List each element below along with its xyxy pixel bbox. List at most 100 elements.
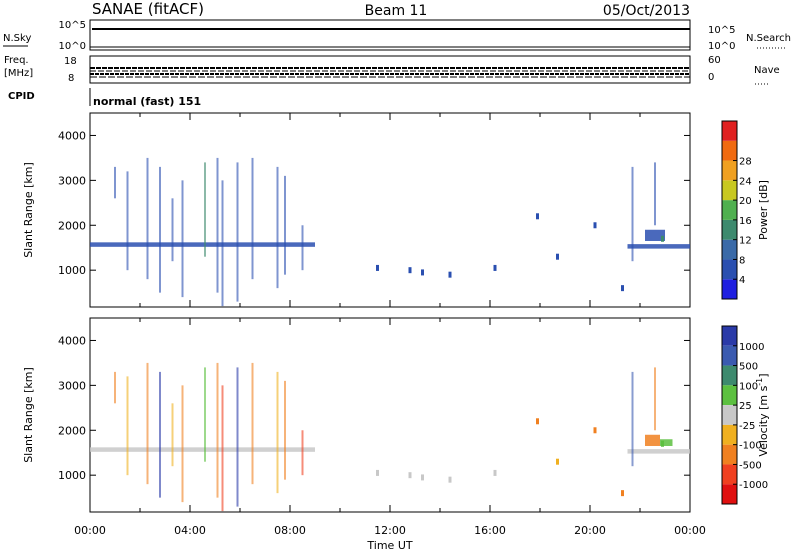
data-streak xyxy=(171,198,174,262)
velocity-colorbar-label-group: Velocity [m s-1] xyxy=(755,373,770,456)
power-colorbar-segment xyxy=(722,200,737,220)
velocity-ylabel: Slant Range [km] xyxy=(22,367,35,463)
data-streak xyxy=(276,166,279,289)
velocity-colorbar-tick-label: 1000 xyxy=(739,342,764,353)
data-point xyxy=(556,253,559,260)
data-point xyxy=(421,269,424,276)
data-point xyxy=(536,213,539,220)
x-tick-label: 16:00 xyxy=(474,524,506,537)
power-colorbar-segment xyxy=(722,279,737,299)
velocity-colorbar-tick-label: -100 xyxy=(739,441,762,452)
x-tick-label: 00:00 xyxy=(74,524,106,537)
beam-title: Beam 11 xyxy=(365,3,428,19)
y-tick-label: 3000 xyxy=(58,379,86,392)
velocity-colorbar-label: Velocity [m s-1] xyxy=(755,373,770,456)
data-streak xyxy=(114,371,116,404)
freq-panel xyxy=(89,55,691,84)
power-colorbar-tick-label: 20 xyxy=(739,196,752,207)
data-band xyxy=(645,229,665,241)
power-colorbar: 4 8 12 16 20 24 28 xyxy=(721,120,752,300)
data-streak xyxy=(181,385,184,503)
data-streak xyxy=(236,367,239,507)
data-streak xyxy=(284,380,286,480)
x-tick-label: 20:00 xyxy=(574,524,606,537)
nsky-tick-bottom: 10^0 xyxy=(59,41,86,52)
nsearch-label: N.Search xyxy=(746,33,791,44)
data-band xyxy=(90,242,315,247)
data-streak xyxy=(654,162,656,226)
velocity-colorbar-frame xyxy=(721,325,738,505)
velocity-colorbar-tick-label: -25 xyxy=(739,421,755,432)
freq-label-2: [MHz] xyxy=(4,68,33,79)
velocity-colorbar-tick-label: 100 xyxy=(739,381,758,392)
data-streak xyxy=(146,362,149,485)
power-colorbar-segment xyxy=(722,239,737,260)
data-point xyxy=(421,474,424,481)
data-streak xyxy=(126,376,129,476)
nsky-tick-top: 10^5 xyxy=(59,20,86,31)
power-x-ticks xyxy=(89,113,691,307)
freq-nave-traces xyxy=(90,67,690,78)
power-ylabel: Slant Range [km] xyxy=(22,162,35,258)
data-streak xyxy=(171,403,174,467)
power-colorbar-segment xyxy=(722,180,737,201)
data-streak xyxy=(216,157,219,293)
power-y-ticks: 1000 2000 3000 4000 xyxy=(58,129,690,277)
x-tick-label: 12:00 xyxy=(374,524,406,537)
velocity-colorbar-segment xyxy=(722,365,737,386)
data-streak xyxy=(159,371,161,498)
data-point xyxy=(593,427,597,434)
power-colorbar-tick-label: 4 xyxy=(739,275,745,286)
date-title: 05/Oct/2013 xyxy=(603,3,690,19)
data-streak xyxy=(631,166,634,262)
power-colorbar-segment xyxy=(722,160,737,181)
power-colorbar-label: Power [dB] xyxy=(757,180,770,240)
x-tick-label: 08:00 xyxy=(274,524,306,537)
y-tick-label: 4000 xyxy=(58,129,86,142)
power-colorbar-tick-label: 24 xyxy=(739,176,752,187)
y-tick-label: 4000 xyxy=(58,334,86,347)
power-data-marks xyxy=(90,157,690,307)
data-point xyxy=(536,418,539,425)
power-colorbar-segment xyxy=(722,219,737,240)
data-point xyxy=(376,264,379,271)
data-point xyxy=(408,472,412,479)
nave-label: Nave xyxy=(754,65,780,76)
y-tick-label: 1000 xyxy=(58,469,86,482)
power-colorbar-tick-label: 12 xyxy=(739,236,752,247)
velocity-colorbar-segment xyxy=(722,444,737,465)
data-streak xyxy=(631,371,634,467)
data-point xyxy=(556,458,559,465)
y-tick-label: 1000 xyxy=(58,264,86,277)
data-streak xyxy=(204,367,206,462)
data-streak xyxy=(301,225,304,271)
data-streak xyxy=(181,180,184,298)
freq-label-1: Freq. xyxy=(4,55,29,66)
data-streak xyxy=(284,175,286,275)
data-streak xyxy=(126,171,129,271)
y-tick-label: 3000 xyxy=(58,174,86,187)
velocity-colorbar-tick-label: 25 xyxy=(739,401,752,412)
data-streak xyxy=(159,166,161,293)
velocity-panel: 1000 2000 3000 4000 Slant Range [km] 1000 50… xyxy=(22,317,770,513)
power-plot-frame xyxy=(89,112,691,308)
data-point xyxy=(493,469,497,476)
nsky-panel xyxy=(89,19,691,51)
data-streak xyxy=(301,430,304,476)
velocity-y-ticks: 1000 2000 3000 4000 xyxy=(58,334,690,482)
nsearch-tick-top: 10^5 xyxy=(708,25,735,36)
velocity-colorbar-segment xyxy=(722,424,737,445)
x-tick-labels: 00:00 04:00 08:00 12:00 16:00 20:00 00:00 xyxy=(74,524,706,537)
velocity-colorbar: 1000 500 100 25 -25 -100 -500 -1000 xyxy=(721,325,768,505)
velocity-colorbar-segment xyxy=(722,405,737,425)
freq-tick-top: 18 xyxy=(64,56,77,67)
data-point xyxy=(593,222,597,229)
x-axis-label: Time UT xyxy=(366,539,412,552)
data-point xyxy=(621,490,624,497)
power-colorbar-tick-label: 8 xyxy=(739,255,745,266)
power-colorbar-frame xyxy=(721,120,738,300)
data-streak xyxy=(114,166,116,199)
data-point xyxy=(408,267,412,274)
data-point xyxy=(493,264,497,271)
